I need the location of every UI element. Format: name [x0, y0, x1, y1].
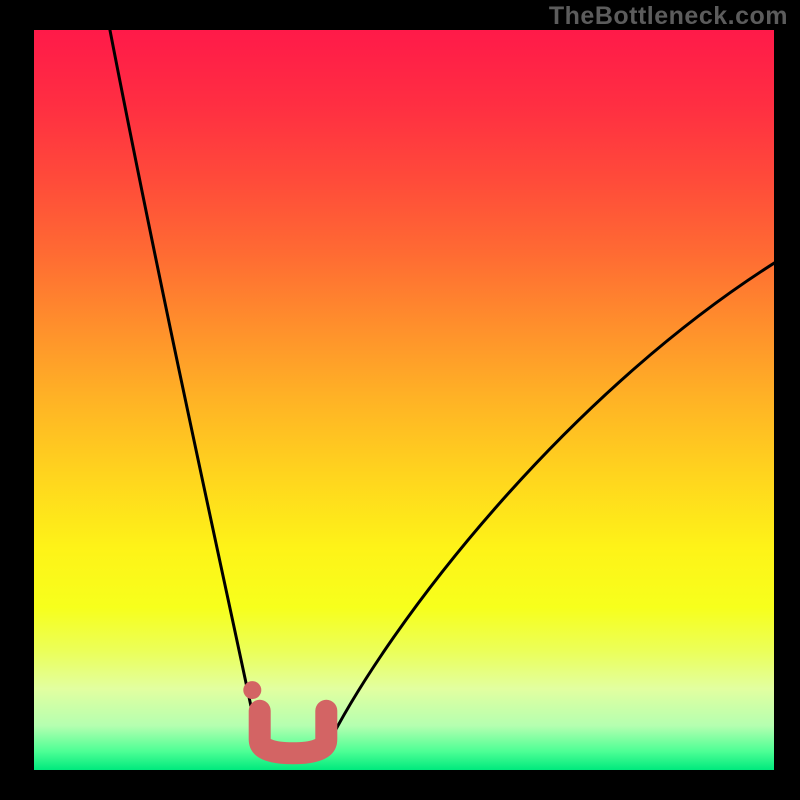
bottleneck-curve-chart	[34, 30, 774, 770]
watermark-text: TheBottleneck.com	[549, 2, 788, 31]
gradient-background	[34, 30, 774, 770]
plot-area	[34, 30, 774, 770]
chart-container: TheBottleneck.com	[0, 0, 800, 800]
reference-dot-mark	[243, 681, 261, 699]
